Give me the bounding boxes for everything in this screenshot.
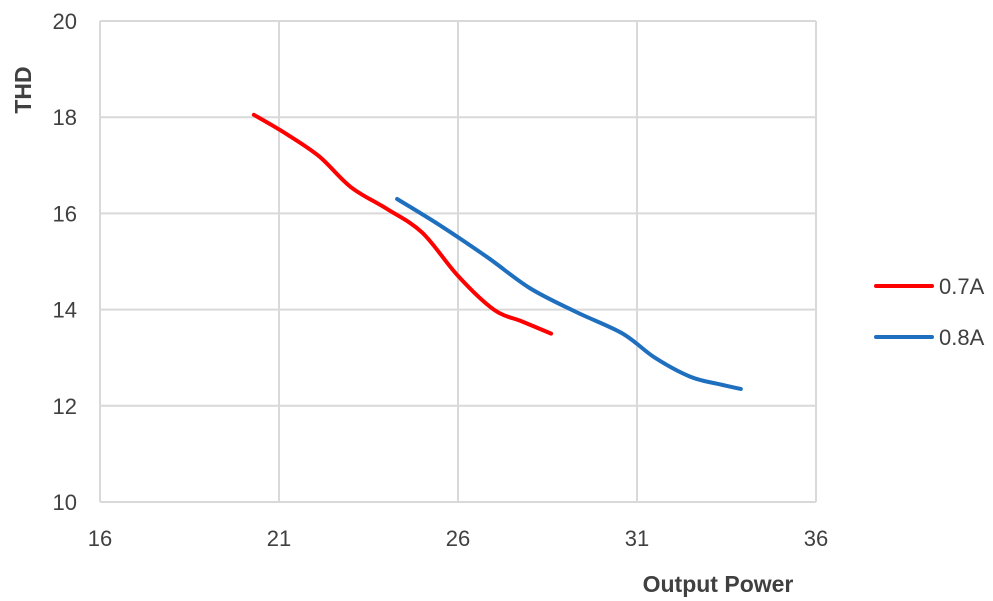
y-axis-title: THD xyxy=(10,66,36,113)
x-tick-label: 31 xyxy=(625,526,649,551)
y-tick-label: 10 xyxy=(53,490,77,515)
x-tick-label: 26 xyxy=(446,526,470,551)
series-line-0.8A xyxy=(395,197,743,391)
y-tick-label: 14 xyxy=(53,298,77,323)
y-tick-label: 18 xyxy=(53,105,77,130)
x-tick-label: 21 xyxy=(267,526,291,551)
y-tick-label: 16 xyxy=(53,201,77,226)
legend: 0.7A 0.8A xyxy=(874,274,985,350)
legend-label: 0.7A xyxy=(939,274,985,299)
x-axis-title: Output Power xyxy=(643,571,794,597)
y-tick-label: 20 xyxy=(53,9,77,34)
tick-labels: 16 21 26 31 36 10 12 14 16 18 20 xyxy=(53,9,829,551)
y-tick-label: 12 xyxy=(53,394,77,419)
legend-label: 0.8A xyxy=(939,325,985,350)
x-tick-label: 16 xyxy=(88,526,112,551)
series-lines xyxy=(251,112,743,391)
x-tick-label: 36 xyxy=(804,526,828,551)
grid xyxy=(99,20,817,503)
series-line-0.7A xyxy=(251,112,554,336)
